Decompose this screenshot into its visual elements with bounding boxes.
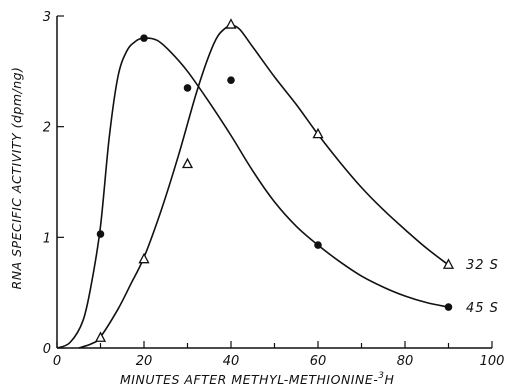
point-45s — [444, 303, 453, 311]
curves — [56, 24, 449, 349]
point-45s — [96, 230, 105, 238]
x-axis-title: MINUTES AFTER METHYL-METHIONINE-3H — [120, 371, 394, 387]
y-tick-label: 2 — [43, 121, 51, 136]
point-32s — [442, 258, 455, 269]
y-tick-label: 1 — [43, 231, 51, 246]
point-45s — [314, 241, 322, 249]
series-label-32s: 32 S — [466, 258, 499, 273]
x-tick-label: 20 — [136, 354, 153, 369]
series-label-45s: 45 S — [466, 301, 499, 316]
x-tick-label: 40 — [223, 354, 240, 369]
x-tick-label: 60 — [310, 354, 327, 369]
point-45s — [227, 76, 235, 84]
x-tick-label: 0 — [53, 354, 61, 369]
point-32s — [312, 127, 324, 139]
y-axis-title: RNA SPECIFIC ACTIVITY (dpm/ng) — [9, 67, 24, 290]
y-tick-label: 0 — [43, 342, 51, 357]
x-tick-label: 100 — [480, 354, 505, 369]
tick-labels: 0 20 40 60 80 100 0 1 2 3 — [43, 10, 505, 369]
point-32s — [94, 331, 107, 342]
curve-45s — [56, 37, 449, 349]
y-tick-label: 3 — [43, 10, 51, 25]
axes — [56, 15, 493, 349]
data-markers — [94, 18, 455, 342]
point-45s — [183, 84, 192, 92]
point-32s — [138, 252, 150, 264]
x-tick-label: 80 — [397, 354, 414, 369]
point-45s — [140, 34, 148, 42]
point-32s — [181, 157, 194, 169]
point-32s — [225, 18, 237, 29]
